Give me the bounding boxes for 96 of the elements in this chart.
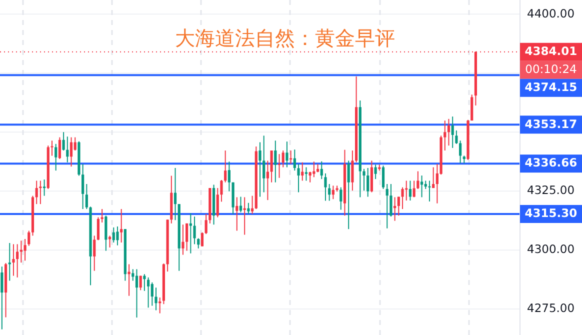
- candlestick: [82, 163, 84, 210]
- candlestick: [139, 275, 142, 291]
- candlestick: [432, 166, 435, 189]
- candlestick: [62, 132, 65, 152]
- candlestick: [366, 167, 370, 198]
- candlestick: [270, 150, 273, 183]
- candlestick: [428, 180, 431, 202]
- candlestick: [420, 175, 424, 198]
- candlestick: [328, 184, 331, 202]
- ref-line-label: 4353.17: [524, 116, 578, 131]
- candlestick: [120, 208, 123, 244]
- candlestick: [278, 154, 281, 178]
- candlestick: [444, 120, 446, 152]
- candlestick: [451, 116, 454, 148]
- candlestick: [250, 195, 254, 214]
- ref-line-label: 4336.66: [524, 156, 578, 170]
- candlestick: [470, 94, 474, 122]
- candlestick: [320, 160, 323, 180]
- candlestick: [301, 162, 304, 182]
- candlestick: [66, 136, 69, 163]
- candlestick: [258, 142, 262, 198]
- candlestick: [324, 172, 327, 202]
- candlestick: [293, 149, 296, 172]
- ref-line-label: 4315.30: [524, 206, 578, 220]
- candlestick: [193, 216, 196, 245]
- candlestick: [340, 186, 342, 210]
- candlestick: [332, 185, 334, 200]
- candlestick: [351, 150, 354, 192]
- candlestick: [85, 184, 88, 210]
- candlestick: [0, 266, 4, 330]
- candlestick: [236, 196, 238, 232]
- y-tick-label: 4275.00: [527, 301, 575, 316]
- candlestick: [16, 244, 19, 278]
- candlestick: [286, 141, 288, 168]
- candlestick: [96, 216, 100, 241]
- candlestick: [216, 188, 219, 218]
- candlestick: [70, 136, 73, 168]
- candlestick: [262, 135, 266, 193]
- candlestick: [146, 276, 150, 308]
- candlestick: [247, 202, 250, 214]
- candlestick: [382, 165, 385, 190]
- candlestick: [12, 244, 15, 276]
- candlestick: [228, 161, 230, 192]
- ref-line-label: 4374.15: [524, 80, 578, 94]
- candlestick: [189, 212, 192, 254]
- candlestick: [204, 213, 208, 235]
- candlestick: [174, 167, 177, 221]
- candlestick: [266, 160, 270, 201]
- candlestick: [39, 180, 42, 205]
- text: 大海道法自然：黄金早评: [175, 26, 395, 50]
- candlestick: [362, 168, 366, 192]
- candlestick: [386, 184, 388, 229]
- candlestick: [150, 282, 154, 306]
- candlestick: [304, 166, 308, 182]
- candlestick: [24, 238, 26, 262]
- candlestick: [224, 150, 227, 183]
- candlestick: [112, 226, 115, 244]
- candlestick: [374, 164, 377, 180]
- candlestick: [308, 171, 312, 183]
- candlestick: [412, 180, 416, 198]
- ref-line-label: 4384.01: [524, 44, 578, 58]
- candlestick: [274, 140, 277, 183]
- candlestick: [28, 230, 30, 246]
- candlestick: [458, 140, 462, 164]
- candlestick: [116, 226, 119, 246]
- candlestick: [197, 238, 200, 249]
- candlestick: [239, 196, 242, 213]
- y-tick-label: 4300.00: [527, 242, 575, 256]
- candlestick: [447, 118, 450, 146]
- y-tick-label: 4325.00: [527, 183, 575, 198]
- candlestick: [455, 130, 458, 144]
- text: 00:10:24: [525, 62, 577, 76]
- candlestick: [200, 232, 204, 247]
- candlestick: [104, 215, 108, 252]
- y-tick-label: 4400.00: [527, 6, 575, 20]
- candlestick: [220, 180, 223, 202]
- candlestick: [282, 150, 284, 168]
- candlestick: [408, 180, 412, 202]
- candlestick: [401, 186, 404, 210]
- candlestick: [128, 264, 130, 296]
- candlestick: [35, 180, 38, 205]
- candlestick: [312, 161, 316, 178]
- candlestick: [154, 287, 158, 311]
- candlestick: [347, 160, 350, 230]
- candlestick: [182, 224, 184, 256]
- candlestick: [135, 268, 138, 318]
- candlestick: [390, 184, 392, 218]
- candlestick: [397, 196, 400, 216]
- candlestick: [93, 235, 96, 272]
- candlestick: [54, 143, 58, 172]
- candlestick: [58, 136, 62, 160]
- candlestick: [297, 163, 300, 193]
- candlestick: [416, 170, 420, 190]
- candlestick: [186, 222, 188, 252]
- candlestick: [394, 196, 396, 222]
- candlestick: [42, 179, 46, 196]
